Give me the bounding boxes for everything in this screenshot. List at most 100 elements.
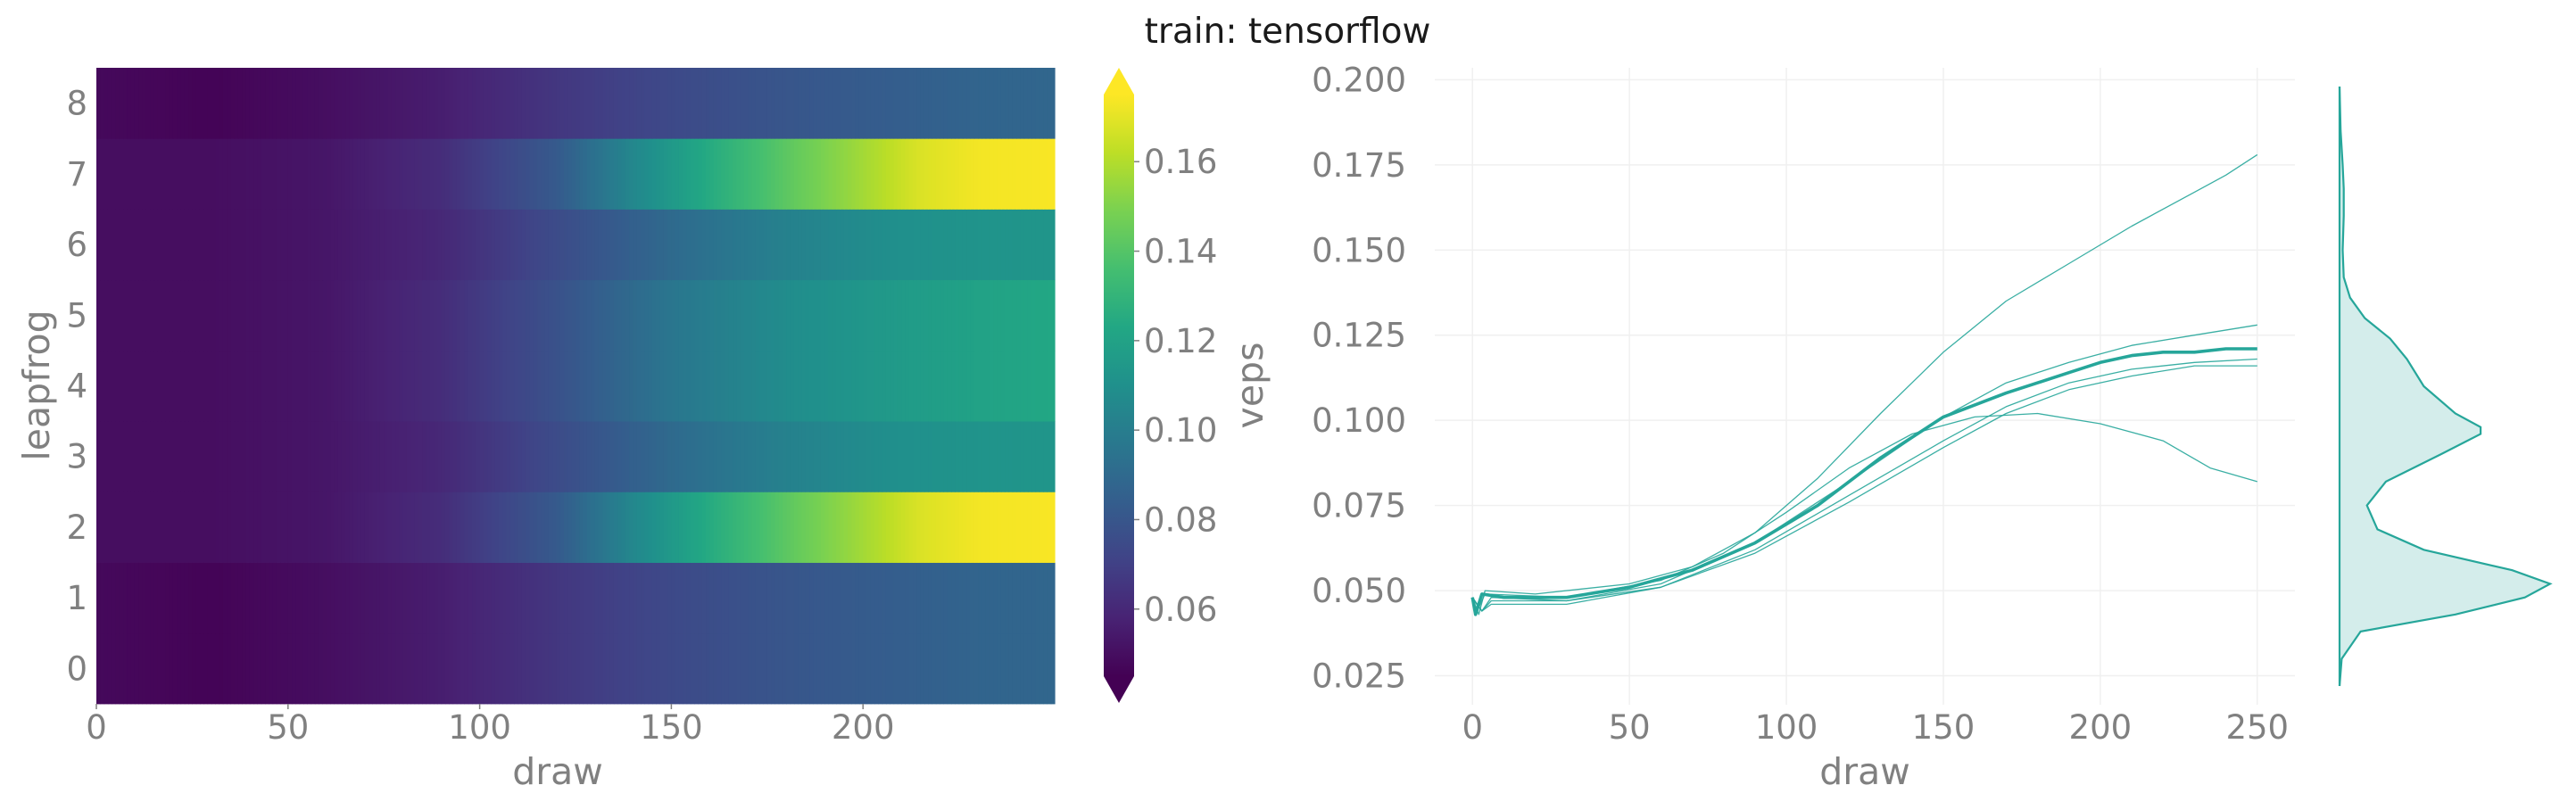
heatmap-cell <box>499 279 503 351</box>
heatmap-cell <box>399 138 404 210</box>
heatmap-cell <box>602 421 607 492</box>
heatmap-cell <box>514 138 519 210</box>
heatmap-cell <box>786 492 791 563</box>
heatmap-cell <box>1043 350 1048 422</box>
heatmap-cell <box>399 68 404 139</box>
heatmap-cell <box>836 492 841 563</box>
heatmap-cell <box>195 632 201 705</box>
heatmap-cell <box>345 421 351 492</box>
heatmap-cell <box>798 350 803 422</box>
heatmap-cell <box>287 421 293 492</box>
heatmap-cell <box>437 279 443 351</box>
heatmap-cell <box>836 562 841 634</box>
mean-series-line <box>1470 347 2257 616</box>
heatmap-cell <box>863 421 868 492</box>
heatmap-cell <box>801 209 807 281</box>
colorbar-tick-label: 0.14 <box>1144 233 1217 271</box>
heatmap-cell <box>506 632 511 705</box>
heatmap-cell <box>230 562 236 634</box>
heatmap-cell <box>414 632 419 705</box>
heatmap-cell <box>261 492 266 563</box>
heatmap-cell <box>219 632 224 705</box>
heatmap-cell <box>494 421 500 492</box>
heatmap-cell <box>119 632 124 705</box>
heatmap-cell <box>671 350 676 422</box>
heatmap-cell <box>973 138 979 210</box>
colorbar: 0.060.080.100.120.140.16 veps <box>1104 68 1271 703</box>
heatmap-cell <box>284 421 289 492</box>
heatmap-x-tick-label: 150 <box>640 708 703 747</box>
heatmap-cell <box>851 209 857 281</box>
heatmap-cell <box>372 68 377 139</box>
heatmap-cell <box>602 68 607 139</box>
heatmap-cell <box>199 562 204 634</box>
heatmap-cell <box>609 68 615 139</box>
heatmap-cell <box>322 279 327 351</box>
heatmap-cell <box>434 632 438 705</box>
heatmap-cell <box>675 279 680 351</box>
heatmap-cell <box>878 421 883 492</box>
heatmap-cell <box>690 562 695 634</box>
heatmap-cell <box>716 209 722 281</box>
heatmap-cell <box>472 138 476 210</box>
heatmap-cell <box>1031 350 1037 422</box>
heatmap-cell <box>878 492 883 563</box>
heatmap-cell <box>302 279 308 351</box>
heatmap-cell <box>855 350 860 422</box>
heatmap-cell <box>740 138 745 210</box>
heatmap-cell <box>621 68 626 139</box>
heatmap-cell <box>314 562 319 634</box>
heatmap-cell <box>188 279 193 351</box>
heatmap-cell <box>813 421 818 492</box>
heatmap-cell <box>667 68 672 139</box>
figure-title: train: tensorflow <box>1145 12 1431 52</box>
heatmap-cell <box>249 350 254 422</box>
heatmap-cell <box>809 68 814 139</box>
heatmap-cell <box>399 562 404 634</box>
heatmap-cell <box>418 279 423 351</box>
heatmap-cell <box>855 138 860 210</box>
heatmap-cell <box>372 209 377 281</box>
heatmap-cell <box>188 350 193 422</box>
heatmap-cell <box>675 138 680 210</box>
colorbar-ticks: 0.060.080.100.120.140.16 <box>1134 143 1217 629</box>
heatmap-cell <box>594 68 600 139</box>
heatmap-cell <box>341 492 346 563</box>
heatmap-cell <box>970 421 975 492</box>
heatmap-cell <box>104 68 109 139</box>
heatmap-cell <box>222 350 228 422</box>
heatmap-cell <box>793 562 799 634</box>
line-x-tick-label: 150 <box>1912 708 1975 747</box>
heatmap-cell <box>107 562 112 634</box>
heatmap-cell <box>387 350 393 422</box>
heatmap-cell <box>96 492 101 563</box>
heatmap-cell <box>153 279 159 351</box>
heatmap-cell <box>1027 632 1032 705</box>
heatmap-cell <box>663 632 668 705</box>
heatmap-cell <box>774 492 780 563</box>
heatmap-cell <box>820 138 825 210</box>
heatmap-cell <box>422 138 427 210</box>
heatmap-cell <box>567 421 573 492</box>
colorbar-extend-top <box>1104 68 1134 95</box>
heatmap-cell <box>369 209 373 281</box>
heatmap-cell <box>276 562 281 634</box>
heatmap-cell <box>751 350 757 422</box>
heatmap-cell <box>978 421 982 492</box>
heatmap-cell <box>763 350 768 422</box>
heatmap-cell <box>613 632 618 705</box>
heatmap-cell <box>150 421 155 492</box>
heatmap-cell <box>487 138 493 210</box>
heatmap-cell <box>326 350 331 422</box>
heatmap-cell <box>863 279 868 351</box>
heatmap-cell <box>617 492 623 563</box>
heatmap-cell <box>127 68 132 139</box>
heatmap-cell <box>648 209 653 281</box>
heatmap-cell <box>740 562 745 634</box>
heatmap-cell <box>947 279 952 351</box>
heatmap-cell <box>227 421 231 492</box>
heatmap-cell <box>219 492 224 563</box>
heatmap-cell <box>798 279 803 351</box>
heatmap-cell <box>851 492 857 563</box>
heatmap-cell <box>598 279 603 351</box>
